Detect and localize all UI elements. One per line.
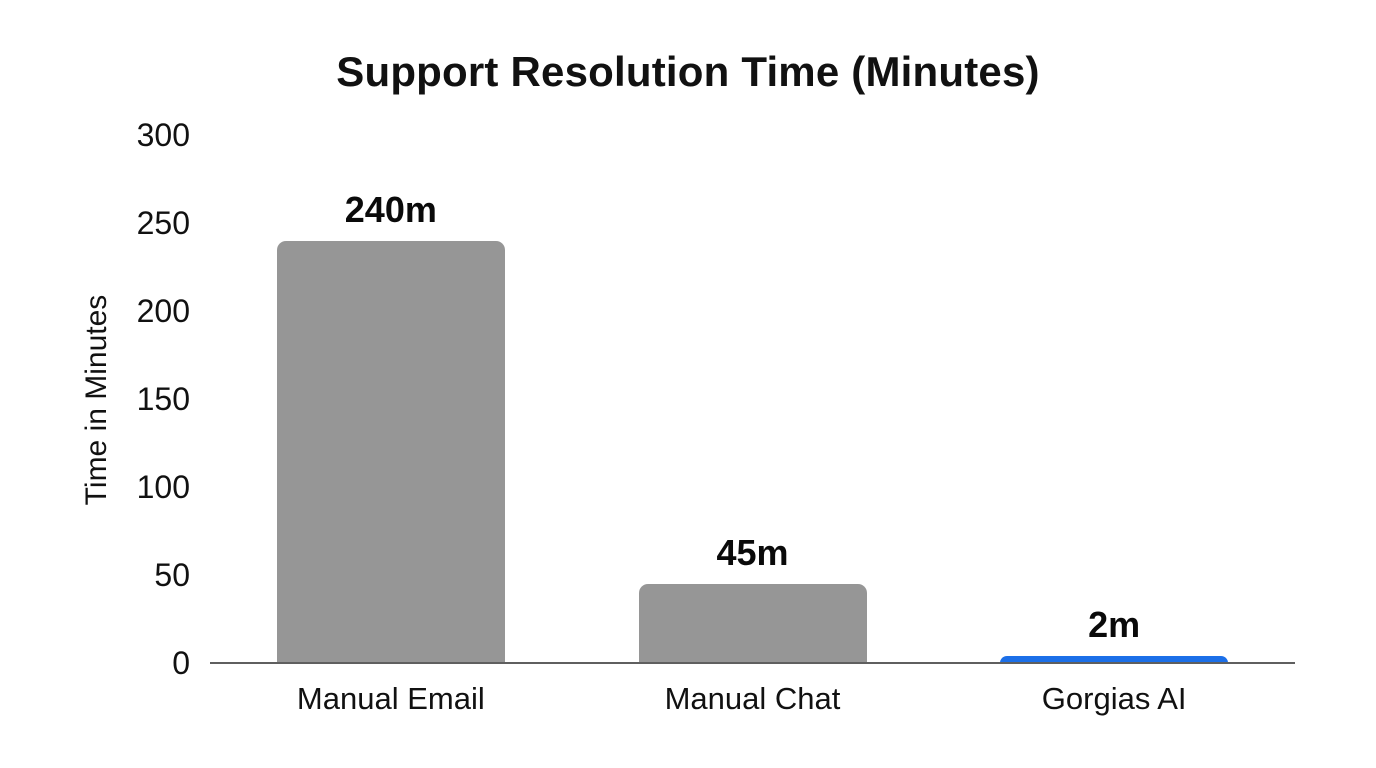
- bar-manual-chat: [638, 583, 867, 663]
- y-tick-label: 250: [136, 205, 190, 241]
- chart-title: Support Resolution Time (Minutes): [336, 48, 1040, 95]
- y-tick-label: 150: [136, 381, 190, 417]
- x-category-label: Manual Chat: [664, 681, 841, 716]
- bar-value-label: 2m: [1088, 604, 1141, 645]
- bar-value-label: 45m: [716, 531, 789, 573]
- x-category-label: Manual Email: [296, 681, 485, 716]
- bar-manual-email: [276, 240, 505, 663]
- x-axis-line: [210, 662, 1295, 664]
- bar-gorgias-ai: [1000, 656, 1229, 663]
- y-tick-label: 300: [136, 117, 190, 153]
- y-tick-label: 200: [136, 293, 190, 329]
- y-tick-label: 100: [136, 469, 190, 505]
- y-tick-label: 50: [154, 557, 190, 593]
- bar-value-label: 240m: [344, 188, 437, 230]
- x-category-label: Gorgias AI: [1041, 681, 1187, 716]
- plot-area: 240m Manual Email 45m Manual Chat 2m Gorgias …: [210, 135, 1295, 716]
- y-tick-label: 0: [172, 645, 190, 681]
